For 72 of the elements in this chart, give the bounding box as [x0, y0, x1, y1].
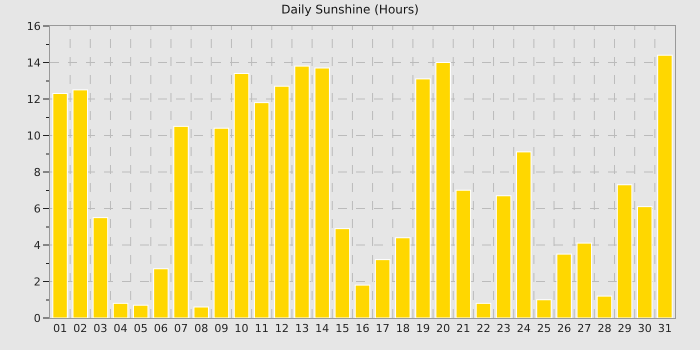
bar	[374, 259, 390, 318]
bar	[334, 228, 350, 318]
bar	[92, 217, 108, 318]
bar	[314, 67, 330, 318]
bar	[274, 86, 290, 318]
bar	[637, 206, 653, 318]
bar	[456, 190, 472, 318]
x-tick-label: 16	[356, 322, 370, 336]
x-tick-label: 23	[496, 322, 511, 336]
bar	[395, 237, 411, 318]
y-tick-label: 2	[34, 275, 41, 288]
bar	[556, 254, 572, 318]
y-tick-label: 8	[34, 166, 41, 179]
x-tick-label: 05	[134, 322, 148, 336]
bar	[596, 296, 612, 318]
bar	[476, 302, 492, 318]
bar	[112, 302, 128, 318]
x-tick-label: 20	[436, 322, 450, 336]
x-tick-label: 21	[456, 322, 470, 336]
x-tick-label: 19	[416, 322, 430, 336]
x-tick-label: 17	[376, 322, 390, 336]
y-tick-label: 4	[34, 238, 41, 252]
bar	[516, 151, 532, 318]
bar	[234, 72, 250, 318]
y-tick-label: 10	[26, 129, 41, 142]
bar	[254, 102, 270, 318]
bar	[52, 93, 68, 318]
y-tick-label: 14	[26, 56, 41, 70]
x-tick-label: 18	[396, 322, 410, 336]
bar	[214, 128, 230, 318]
bar	[435, 62, 451, 318]
x-tick-label: 09	[214, 322, 228, 336]
bar	[153, 268, 169, 318]
bar	[354, 284, 370, 318]
y-tick-label: 6	[34, 202, 41, 216]
x-tick-label: 03	[93, 322, 108, 336]
bar	[173, 126, 189, 318]
x-tick-label: 24	[516, 322, 531, 336]
x-tick-label: 10	[234, 322, 249, 336]
x-tick-label: 01	[53, 322, 68, 336]
bar	[294, 66, 310, 318]
y-tick-label: 12	[26, 92, 41, 106]
x-tick-label: 07	[174, 322, 188, 336]
x-tick-label: 28	[597, 322, 612, 336]
x-tick-label: 13	[295, 322, 310, 336]
bar	[193, 306, 209, 318]
y-tick-label: 16	[26, 20, 41, 33]
chart-title: Daily Sunshine (Hours)	[281, 2, 419, 17]
x-tick-label: 02	[73, 322, 88, 336]
x-tick-label: 29	[618, 322, 632, 336]
x-tick-label: 15	[335, 322, 350, 336]
bar	[415, 78, 431, 318]
x-tick-label: 26	[557, 322, 572, 336]
bar	[72, 89, 88, 318]
x-tick-label: 04	[114, 322, 128, 336]
x-tick-label: 27	[577, 322, 592, 336]
x-tick-label: 06	[154, 322, 168, 336]
bar	[536, 299, 552, 318]
x-tick-label: 22	[476, 322, 490, 336]
y-tick-label: 0	[34, 312, 41, 325]
x-tick-label: 14	[315, 322, 330, 336]
bar	[616, 184, 632, 318]
bar	[132, 304, 148, 318]
x-tick-label: 25	[536, 322, 551, 336]
bar	[657, 54, 673, 318]
x-tick-label: 08	[194, 322, 208, 336]
bar	[576, 242, 592, 318]
x-tick-label: 11	[254, 322, 269, 336]
x-tick-label: 12	[274, 322, 289, 336]
x-tick-label: 30	[638, 322, 652, 336]
x-tick-label: 31	[658, 322, 672, 336]
bar	[496, 195, 512, 318]
